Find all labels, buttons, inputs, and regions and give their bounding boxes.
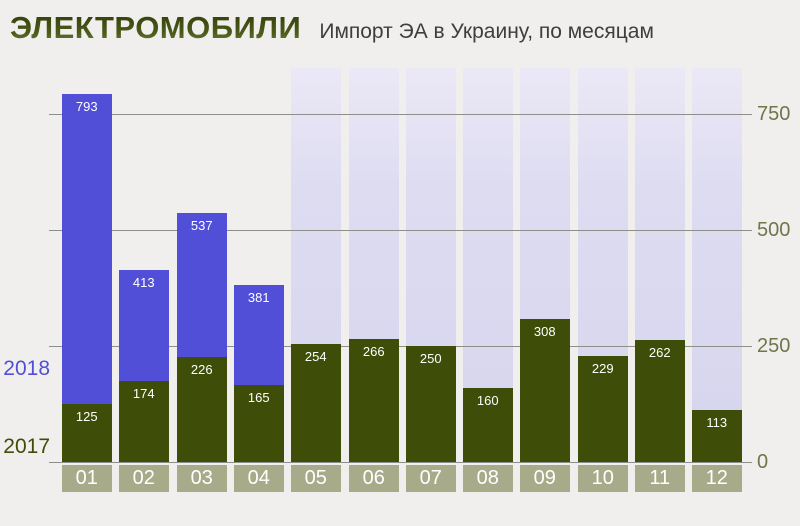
value-label-2018-02: 413 bbox=[132, 275, 155, 290]
bar-2017-04 bbox=[234, 385, 284, 462]
bar-2017-10 bbox=[578, 356, 628, 462]
month-label-11: 11 bbox=[635, 465, 685, 492]
month-label-05: 05 bbox=[291, 465, 341, 492]
value-label-2018-03: 537 bbox=[190, 218, 213, 233]
value-label-2017-09: 308 bbox=[533, 324, 556, 339]
series-label-2018: 2018 bbox=[3, 357, 50, 380]
value-label-2017-04: 165 bbox=[247, 390, 270, 405]
month-label-04: 04 bbox=[234, 465, 284, 492]
month-label-03: 03 bbox=[177, 465, 227, 492]
gridline-500 bbox=[49, 230, 752, 231]
month-label-08: 08 bbox=[463, 465, 513, 492]
value-label-2017-11: 262 bbox=[648, 345, 671, 360]
value-label-2018-01: 793 bbox=[75, 99, 98, 114]
value-label-2017-07: 250 bbox=[419, 351, 442, 366]
value-label-2017-02: 174 bbox=[132, 386, 155, 401]
month-label-12: 12 bbox=[692, 465, 742, 492]
bar-2017-06 bbox=[349, 339, 399, 462]
value-label-2017-12: 113 bbox=[706, 415, 728, 430]
axis-tick-label-750: 750 bbox=[757, 103, 791, 125]
page-subtitle: Импорт ЭА в Украину, по месяцам bbox=[319, 20, 654, 43]
month-label-01: 01 bbox=[62, 465, 112, 492]
month-label-10: 10 bbox=[578, 465, 628, 492]
bar-2017-09 bbox=[520, 319, 570, 462]
bar-2017-02 bbox=[119, 381, 169, 462]
bar-2017-01 bbox=[62, 404, 112, 462]
gridline-0 bbox=[49, 462, 752, 463]
bar-2017-11 bbox=[635, 340, 685, 462]
bar-2017-08 bbox=[463, 388, 513, 462]
value-label-2017-01: 125 bbox=[75, 409, 98, 424]
value-label-2017-08: 160 bbox=[476, 393, 499, 408]
bar-2017-07 bbox=[406, 346, 456, 462]
value-label-2017-10: 229 bbox=[591, 361, 614, 376]
gridline-750 bbox=[49, 114, 752, 115]
gridline-250 bbox=[49, 346, 752, 347]
bar-2017-03 bbox=[177, 357, 227, 462]
series-label-2017: 2017 bbox=[3, 435, 50, 458]
value-label-2017-05: 254 bbox=[304, 349, 327, 364]
bar-2017-12 bbox=[692, 410, 742, 462]
value-label-2017-06: 266 bbox=[362, 344, 385, 359]
bar-2017-05 bbox=[291, 344, 341, 462]
axis-tick-label-250: 250 bbox=[757, 335, 791, 357]
axis-tick-label-500: 500 bbox=[757, 219, 791, 241]
month-label-02: 02 bbox=[119, 465, 169, 492]
month-label-09: 09 bbox=[520, 465, 570, 492]
value-label-2017-03: 226 bbox=[190, 362, 213, 377]
header: ЭЛЕКТРОМОБИЛИ Импорт ЭА в Украину, по ме… bbox=[10, 10, 790, 46]
month-label-07: 07 bbox=[406, 465, 456, 492]
page-title: ЭЛЕКТРОМОБИЛИ bbox=[10, 10, 302, 45]
value-label-2018-04: 381 bbox=[247, 290, 270, 305]
axis-tick-label-0: 0 bbox=[757, 451, 769, 473]
month-label-06: 06 bbox=[349, 465, 399, 492]
bar-2018-01 bbox=[62, 94, 112, 462]
placeholder-bar-12 bbox=[692, 68, 742, 462]
